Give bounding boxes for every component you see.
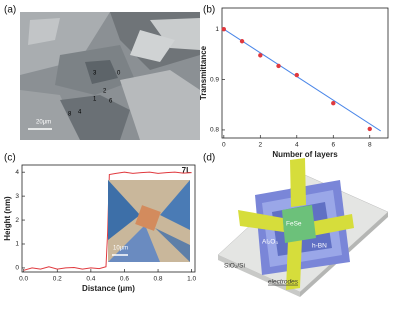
flake-label: 4 — [78, 110, 82, 116]
inset-image: 10μm — [108, 180, 190, 262]
x-tick-label: 0.4 — [86, 276, 95, 283]
data-line — [23, 171, 192, 271]
data-point — [331, 101, 336, 106]
x-tick-label: 4 — [295, 142, 299, 149]
panel-label: (a) — [4, 5, 16, 16]
flake-label: 3 — [93, 71, 97, 77]
x-tick-label: 1.0 — [187, 276, 196, 283]
panel-label: (d) — [203, 153, 215, 164]
x-tick-label: 6 — [331, 142, 335, 149]
x-tick-label: 0.8 — [154, 276, 163, 283]
data-point — [221, 26, 227, 32]
data-point — [294, 72, 299, 78]
x-tick-label: 0.0 — [19, 276, 28, 283]
data-line — [223, 28, 381, 132]
layer-label: Al₂O₃ — [262, 239, 278, 246]
y-tick-label: 1 — [215, 26, 219, 33]
x-axis-title: Distance (μm) — [82, 284, 135, 293]
x-tick-label: 0 — [222, 142, 226, 149]
micrograph: 3 0 2 1 6 8 4 20μm — [20, 12, 200, 140]
scale-bar-label: 20μm — [36, 120, 51, 126]
panel-label: (c) — [4, 153, 16, 164]
y-axis-title: Height (nm) — [3, 196, 12, 241]
x-axis-title: Number of layers — [272, 150, 338, 159]
annotation: 7L — [182, 166, 191, 175]
layer-label: SiO₂/Si — [224, 263, 245, 270]
y-tick-label: 2 — [15, 217, 19, 224]
flake-label: 6 — [109, 99, 113, 105]
layer-label: FeSe — [286, 221, 302, 228]
y-tick-label: 0.8 — [210, 127, 219, 134]
panel-label: (b) — [203, 5, 215, 16]
y-tick-label: 0 — [15, 265, 19, 272]
flake-label: 1 — [93, 97, 97, 103]
flake-label: 8 — [68, 112, 72, 118]
x-tick-label: 0.6 — [120, 276, 129, 283]
plot-frame — [221, 7, 389, 139]
y-tick-label: 3 — [15, 193, 19, 200]
x-tick-label: 8 — [368, 142, 372, 149]
device-diagram: FeSe Al₂O₃ h-BN SiO₂/Si electrodes — [217, 158, 389, 297]
layer-label: h-BN — [312, 243, 327, 250]
y-tick-label: 1 — [15, 241, 19, 248]
data-point — [239, 39, 245, 44]
layer-label: electrodes — [268, 279, 299, 286]
x-tick-label: 0.2 — [53, 276, 62, 283]
data-point — [367, 126, 372, 132]
data-point — [276, 63, 281, 69]
y-axis-title: Transmittance — [199, 45, 208, 100]
plot-frame — [21, 164, 196, 273]
data-point — [258, 53, 263, 58]
flake-label: 0 — [117, 71, 121, 77]
x-tick-label: 2 — [258, 142, 262, 149]
y-tick-label: 0.9 — [210, 76, 219, 83]
y-tick-label: 4 — [15, 169, 19, 176]
inset-scale-bar-label: 10μm — [113, 246, 128, 252]
flake-label: 2 — [103, 89, 107, 95]
